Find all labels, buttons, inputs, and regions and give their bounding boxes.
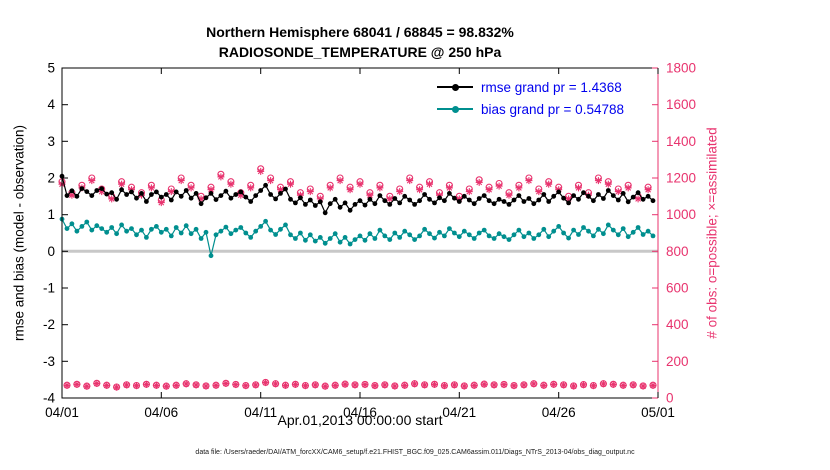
rmse-line-swatch [437, 83, 473, 91]
svg-text:1200: 1200 [666, 171, 696, 186]
svg-text:0: 0 [47, 244, 55, 259]
svg-text:2: 2 [47, 171, 55, 186]
svg-text:5: 5 [47, 61, 55, 76]
legend-label-rmse: rmse grand pr = 1.4368 [481, 79, 622, 95]
right-axis-label: # of obs: o=possible; ×=assimilated [704, 127, 720, 339]
legend-item-rmse: rmse grand pr = 1.4368 [437, 76, 624, 98]
svg-text:800: 800 [666, 244, 689, 259]
svg-text:-3: -3 [43, 354, 55, 369]
legend-item-bias: bias grand pr = 0.54788 [437, 98, 624, 120]
right-axis-ticks [652, 67, 658, 399]
svg-text:04/26: 04/26 [542, 405, 576, 420]
x-axis-tick-labels: 04/01 04/06 04/11 04/16 04/21 04/26 05/01 [45, 405, 675, 420]
legend: rmse grand pr = 1.4368 bias grand pr = 0… [437, 76, 624, 120]
svg-text:1800: 1800 [666, 61, 696, 76]
svg-text:1600: 1600 [666, 97, 696, 112]
svg-text:-4: -4 [43, 391, 55, 406]
svg-text:04/01: 04/01 [45, 405, 79, 420]
svg-text:-2: -2 [43, 317, 55, 332]
svg-text:04/06: 04/06 [144, 405, 178, 420]
left-axis-tick-labels: -4 -3 -2 -1 0 1 2 3 4 5 [43, 61, 56, 406]
bias-series [59, 216, 656, 259]
left-axis-label: rmse and bias (model - observation) [11, 124, 27, 342]
svg-text:400: 400 [666, 317, 689, 332]
x-axis-ticks [61, 68, 659, 398]
chart-title-line1: Northern Hemisphere 68041 / 68845 = 98.8… [206, 24, 514, 40]
datafile-caption: data file: /Users/raeder/DAI/ATM_forcXX/… [195, 449, 635, 456]
svg-text:-1: -1 [43, 281, 55, 296]
svg-text:05/01: 05/01 [641, 405, 675, 420]
right-axis-tick-labels: 0 200 400 600 800 1000 1200 1400 1600 1800 [666, 61, 696, 406]
svg-text:1400: 1400 [666, 134, 696, 149]
svg-text:04/16: 04/16 [343, 405, 377, 420]
left-axis-ticks [62, 67, 68, 399]
svg-text:1000: 1000 [666, 207, 696, 222]
svg-text:04/21: 04/21 [442, 405, 476, 420]
chart-title-line2: RADIOSONDE_TEMPERATURE @ 250 hPa [218, 44, 502, 60]
rmse-series [59, 173, 656, 216]
svg-text:04/11: 04/11 [244, 405, 277, 420]
svg-text:0: 0 [666, 391, 674, 406]
svg-text:3: 3 [47, 134, 55, 149]
svg-text:1: 1 [47, 207, 55, 222]
x-axis-label: Apr.01,2013 00:00:00 start [277, 412, 443, 428]
svg-text:600: 600 [666, 281, 689, 296]
bias-line-swatch [437, 105, 473, 113]
svg-text:4: 4 [47, 97, 55, 112]
svg-text:200: 200 [666, 354, 689, 369]
legend-label-bias: bias grand pr = 0.54788 [481, 101, 624, 117]
